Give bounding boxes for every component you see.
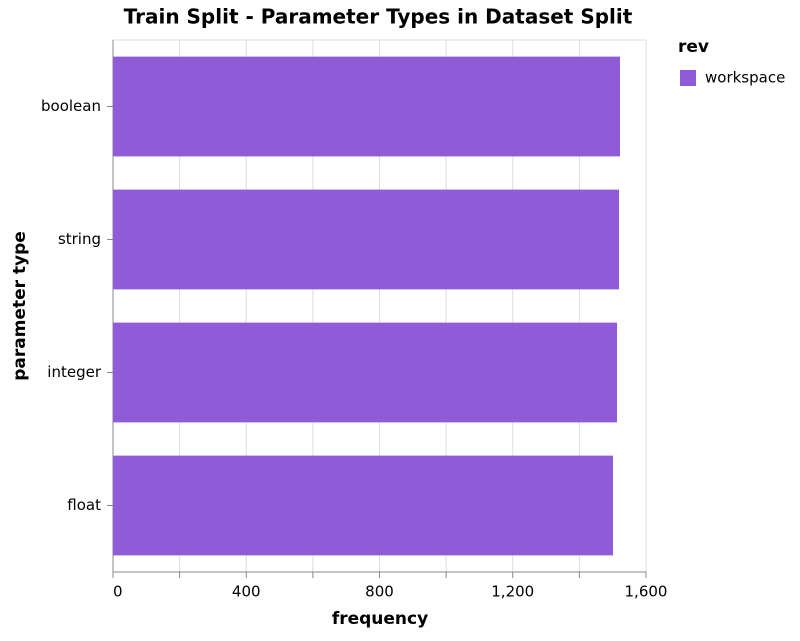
bar bbox=[113, 56, 621, 157]
y-tick-label: float bbox=[67, 496, 101, 514]
bar bbox=[113, 322, 618, 423]
x-tick-label: 1,200 bbox=[491, 583, 534, 601]
y-tick-label: integer bbox=[47, 363, 102, 381]
x-tick-label: 800 bbox=[365, 583, 394, 601]
legend-title: rev bbox=[678, 37, 709, 57]
y-tick-label: string bbox=[58, 230, 101, 248]
x-tick-label: 400 bbox=[232, 583, 261, 601]
x-tick-label: 1,600 bbox=[625, 583, 668, 601]
y-axis-title: parameter type bbox=[10, 231, 30, 381]
bar bbox=[113, 455, 614, 556]
legend-swatch bbox=[680, 70, 696, 86]
bar bbox=[113, 189, 620, 290]
x-axis-title: frequency bbox=[332, 609, 428, 629]
y-tick-label: boolean bbox=[41, 97, 101, 115]
chart-title: Train Split - Parameter Types in Dataset… bbox=[124, 5, 633, 29]
legend-label: workspace bbox=[705, 69, 785, 87]
x-tick-label: 0 bbox=[113, 583, 123, 601]
